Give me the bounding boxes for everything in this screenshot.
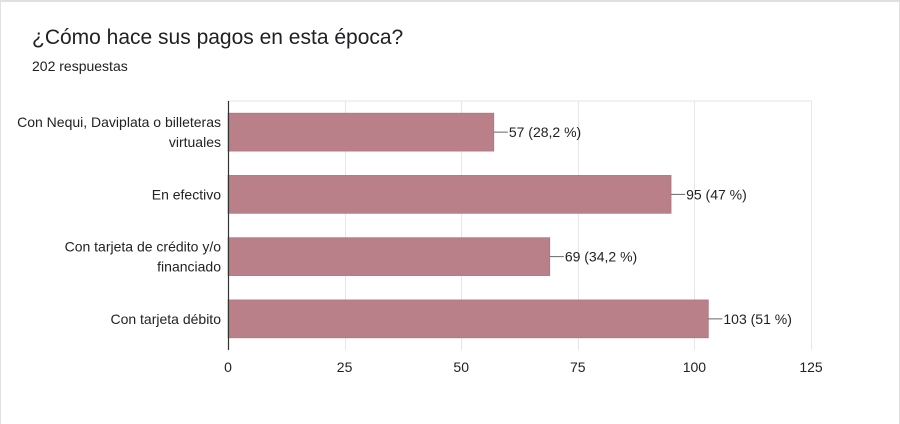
x-tick-label: 25	[337, 359, 353, 375]
labels: 0 25 50 75 100 125 57 (28,2 %) Con Nequi, Davip…	[17, 114, 823, 375]
data-label: 57 (28,2 %)	[509, 124, 581, 140]
bar	[227, 175, 672, 214]
data-label: 69 (34,2 %)	[565, 249, 637, 265]
bar	[227, 299, 709, 339]
bar	[227, 237, 551, 276]
x-tick-label: 75	[570, 359, 586, 375]
data-label: 103 (51 %)	[723, 311, 791, 327]
chart-title: ¿Cómo hace sus pagos en esta época?	[32, 26, 404, 49]
x-tick-label: 50	[453, 359, 469, 375]
category-label: Con tarjeta débito	[110, 311, 221, 327]
bars	[227, 112, 709, 339]
x-tick-label: 0	[224, 359, 232, 375]
data-label: 95 (47 %)	[686, 186, 747, 202]
bar	[227, 112, 495, 152]
x-tick-label: 100	[683, 359, 707, 375]
category-label: Con tarjeta de crédito y/o financiado	[65, 239, 222, 275]
response-count: 202 respuestas	[32, 58, 128, 74]
category-label: Con Nequi, Daviplata o billeteras virtual…	[17, 114, 221, 150]
x-tick-label: 125	[799, 359, 823, 375]
category-label: En efectivo	[152, 186, 221, 202]
